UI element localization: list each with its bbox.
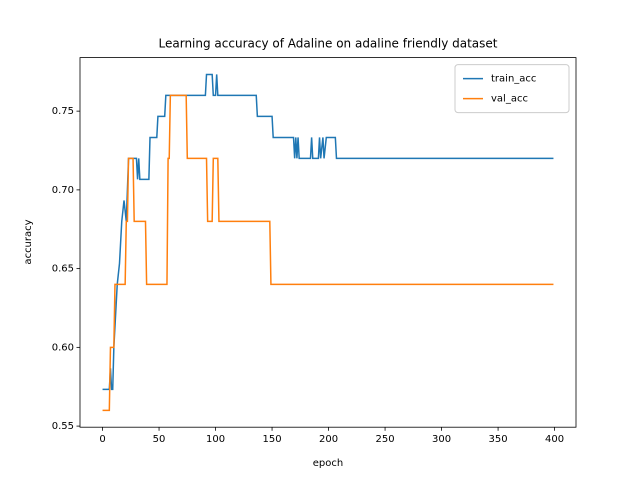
legend-box (454, 64, 570, 114)
y-axis-label: accuracy (23, 219, 34, 264)
y-tick-label: 0.55 (52, 421, 74, 432)
line (102, 73, 554, 391)
x-tick-label: 400 (545, 434, 564, 445)
x-tick-label: 50 (153, 434, 166, 445)
x-tick-label: 200 (319, 434, 338, 445)
y-tick-label: 0.75 (52, 106, 74, 117)
x-tick-label: 350 (489, 434, 508, 445)
y-tick-label: 0.65 (52, 264, 74, 275)
plot-frame (79, 57, 577, 428)
chart-title: Learning accuracy of Adaline on adaline … (159, 37, 498, 51)
x-tick-label: 300 (432, 434, 451, 445)
y-tick-label: 0.70 (52, 185, 74, 196)
x-tick-label: 250 (376, 434, 395, 445)
line (102, 94, 554, 412)
x-tick-label: 100 (206, 434, 225, 445)
x-tick-label: 150 (263, 434, 282, 445)
y-tick-label: 0.60 (52, 342, 74, 353)
x-tick-label: 0 (99, 434, 105, 445)
legend-label: val_acc (491, 94, 528, 105)
x-axis-label: epoch (313, 458, 343, 469)
legend-label: train_acc (491, 74, 536, 85)
